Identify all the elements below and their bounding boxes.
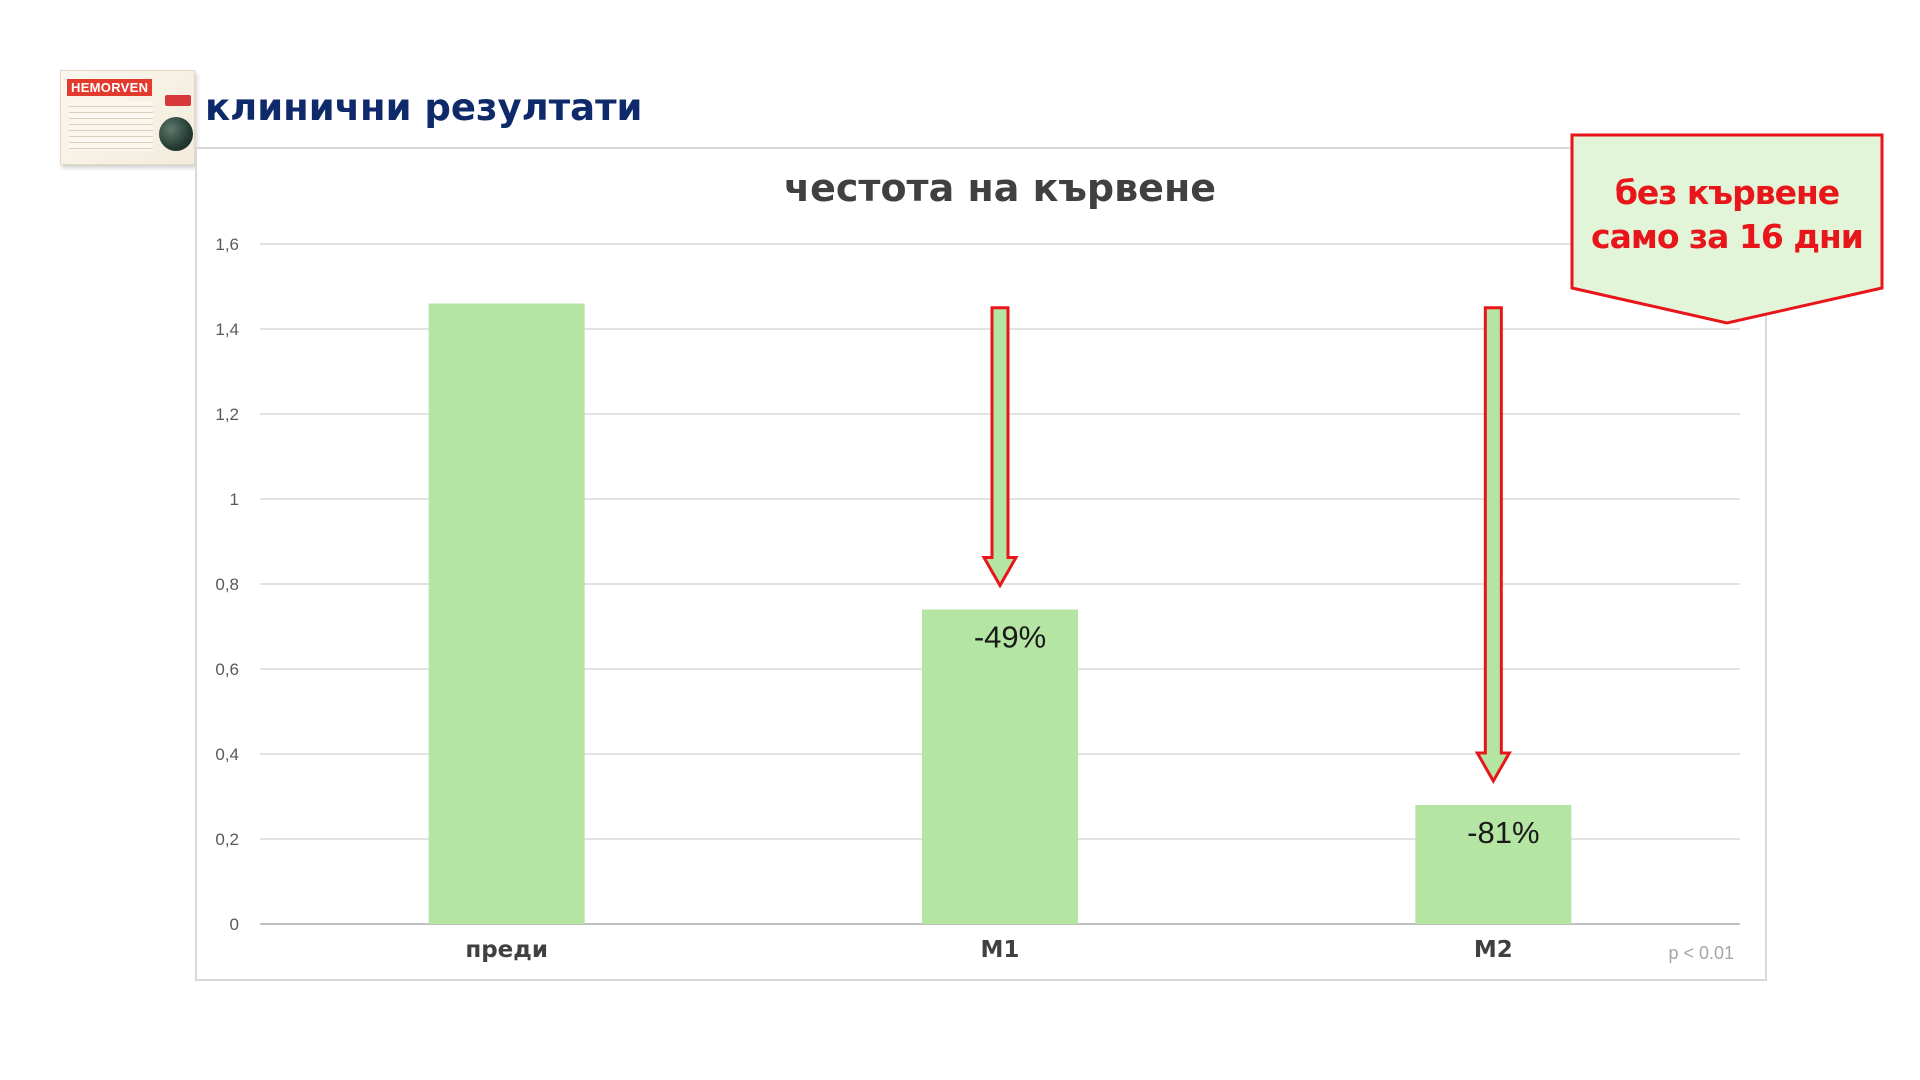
product-badge xyxy=(165,95,191,106)
chart-frame: честота на кървене 0 0,2 0,4 0,6 0,8 1 1,2 1,4 1,… xyxy=(195,147,1767,981)
bar-chart: честота на кървене 0 0,2 0,4 0,6 0,8 1 1,2 1,4 1,… xyxy=(215,166,1740,963)
product-box-image: HEMORVEN xyxy=(60,70,195,165)
y-tick-label: 0 xyxy=(230,915,239,934)
callout-box: без кървене само за 16 дни xyxy=(1570,133,1884,326)
bar xyxy=(1415,805,1572,924)
x-tick-label: преди xyxy=(465,937,548,963)
x-tick-label: М2 xyxy=(1474,937,1513,963)
reduction-arrow xyxy=(1474,306,1512,785)
y-tick-label: 0,8 xyxy=(215,575,239,594)
y-tick-label: 1,6 xyxy=(215,235,239,254)
y-tick-label: 1 xyxy=(230,490,239,509)
callout-line-2: само за 16 дни xyxy=(1591,217,1864,256)
y-tick-label: 1,4 xyxy=(215,320,239,339)
y-tick-label: 0,2 xyxy=(215,830,239,849)
bar xyxy=(922,609,1078,924)
data-label: -49% xyxy=(974,620,1046,655)
y-tick-label: 1,2 xyxy=(215,405,239,424)
callout-text: без кървене само за 16 дни xyxy=(1570,171,1884,259)
chart-title: честота на кървене xyxy=(784,166,1216,210)
product-brand-logo: HEMORVEN xyxy=(67,79,153,96)
x-tick-label: М1 xyxy=(981,937,1020,963)
y-tick-label: 0,4 xyxy=(215,745,239,764)
reduction-arrow xyxy=(981,306,1019,589)
slide-title: клинични резултати xyxy=(205,86,643,129)
data-label: -81% xyxy=(1467,815,1539,850)
bar xyxy=(428,303,585,924)
significance-annotation: p < 0.01 xyxy=(1668,943,1734,963)
y-tick-label: 0,6 xyxy=(215,660,239,679)
product-berries-image xyxy=(159,117,193,151)
callout-shape xyxy=(1570,133,1884,325)
product-label-text xyxy=(69,101,153,151)
callout-line-1: без кървене xyxy=(1614,173,1840,212)
